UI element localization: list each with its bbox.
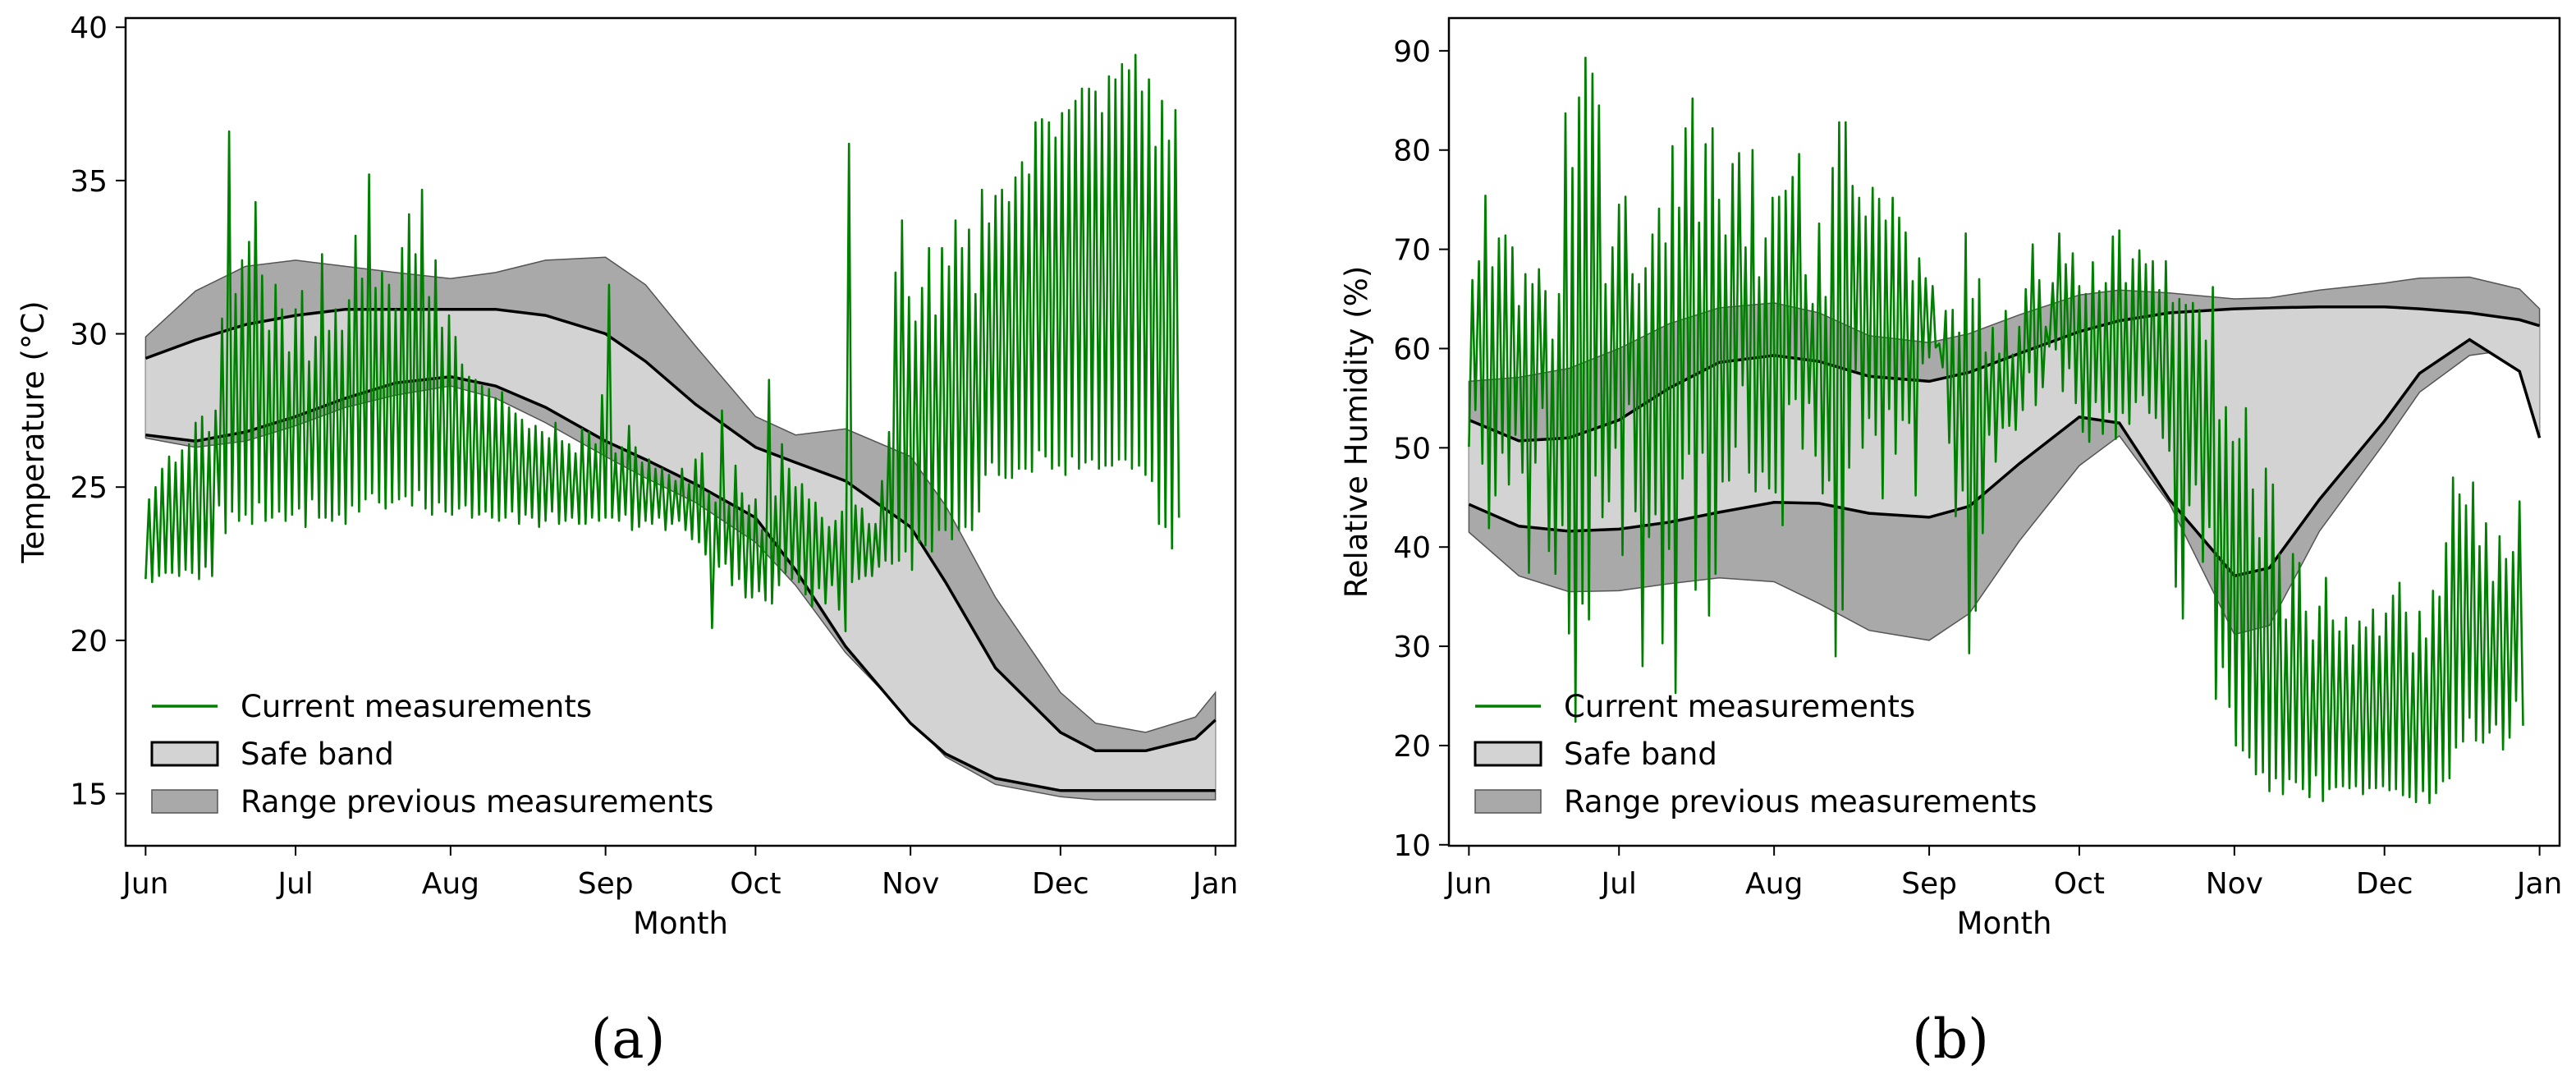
y-tick-label: 25 <box>70 471 108 505</box>
legend-swatch-range <box>1474 789 1542 814</box>
y-tick-label: 40 <box>1393 531 1431 565</box>
x-tick-label: Oct <box>2054 867 2105 901</box>
y-tick-label: 30 <box>1393 631 1431 664</box>
legend-swatch-range <box>151 789 218 814</box>
x-tick-label: Jun <box>1444 867 1492 901</box>
x-tick-label: Sep <box>1901 867 1957 901</box>
y-tick-label: 15 <box>70 778 108 812</box>
x-tick-label: Jul <box>276 867 313 901</box>
x-tick-label: Jul <box>1599 867 1636 901</box>
panel-label: (a) <box>591 1008 666 1071</box>
x-axis-label: Month <box>633 906 728 941</box>
x-axis-label: Month <box>1957 906 2052 941</box>
y-tick-label: 90 <box>1393 35 1431 69</box>
x-tick-label: Jan <box>1191 867 1239 901</box>
y-axis-label: Temperature (°C) <box>16 301 51 563</box>
current-measurements-line <box>1468 57 2524 805</box>
y-tick-label: 60 <box>1393 333 1431 366</box>
x-tick-label: Jun <box>121 867 168 901</box>
legend-swatch-safe-band <box>150 741 219 767</box>
axes-frame <box>124 16 1237 847</box>
legend-label: Current measurements <box>1564 689 1915 724</box>
panel-temperature: Jun Jul Aug Sep Oct Nov Dec Jan 15 20 25 30 35 40 Mont… <box>16 11 1238 1071</box>
legend-label: Range previous measurements <box>241 784 713 819</box>
x-tick-label: Nov <box>2206 867 2263 901</box>
axes-frame <box>1447 16 2561 847</box>
legend-label: Current measurements <box>241 689 592 724</box>
y-tick-label: 20 <box>70 625 108 659</box>
panel-label: (b) <box>1912 1008 1989 1071</box>
safe-band-area <box>145 309 1216 791</box>
x-tick-label: Oct <box>730 867 781 901</box>
panel-humidity: Jun Jul Aug Sep Oct Nov Dec Jan 10 20 30 40 50 60 70 80… <box>1339 16 2563 1071</box>
y-tick-label: 70 <box>1393 234 1431 268</box>
y-tick-label: 35 <box>70 165 108 199</box>
x-tick-label: Jan <box>2515 867 2563 901</box>
x-tick-label: Aug <box>1745 867 1803 901</box>
legend-label: Range previous measurements <box>1564 784 2037 819</box>
y-axis-label: Relative Humidity (%) <box>1339 266 1374 599</box>
y-tick-label: 10 <box>1393 829 1431 863</box>
safe-band-lower-line <box>1468 337 2542 578</box>
legend-label: Safe band <box>241 737 394 772</box>
legend-swatch-safe-band <box>1474 741 1542 767</box>
y-tick-label: 30 <box>70 319 108 352</box>
y-tick-label: 50 <box>1393 432 1431 466</box>
x-tick-label: Dec <box>2356 867 2413 901</box>
x-tick-label: Aug <box>422 867 479 901</box>
safe-band-upper-line <box>144 307 1217 753</box>
x-tick-label: Sep <box>578 867 634 901</box>
x-tick-label: Nov <box>882 867 939 901</box>
y-tick-label: 80 <box>1393 135 1431 168</box>
y-tick-label: 40 <box>70 11 108 45</box>
x-tick-label: Dec <box>1032 867 1089 901</box>
legend-label: Safe band <box>1564 737 1717 772</box>
plot-area <box>1468 57 2542 805</box>
current-measurements-line <box>144 53 1180 632</box>
y-tick-label: 20 <box>1393 730 1431 764</box>
plot-area <box>144 53 1217 801</box>
